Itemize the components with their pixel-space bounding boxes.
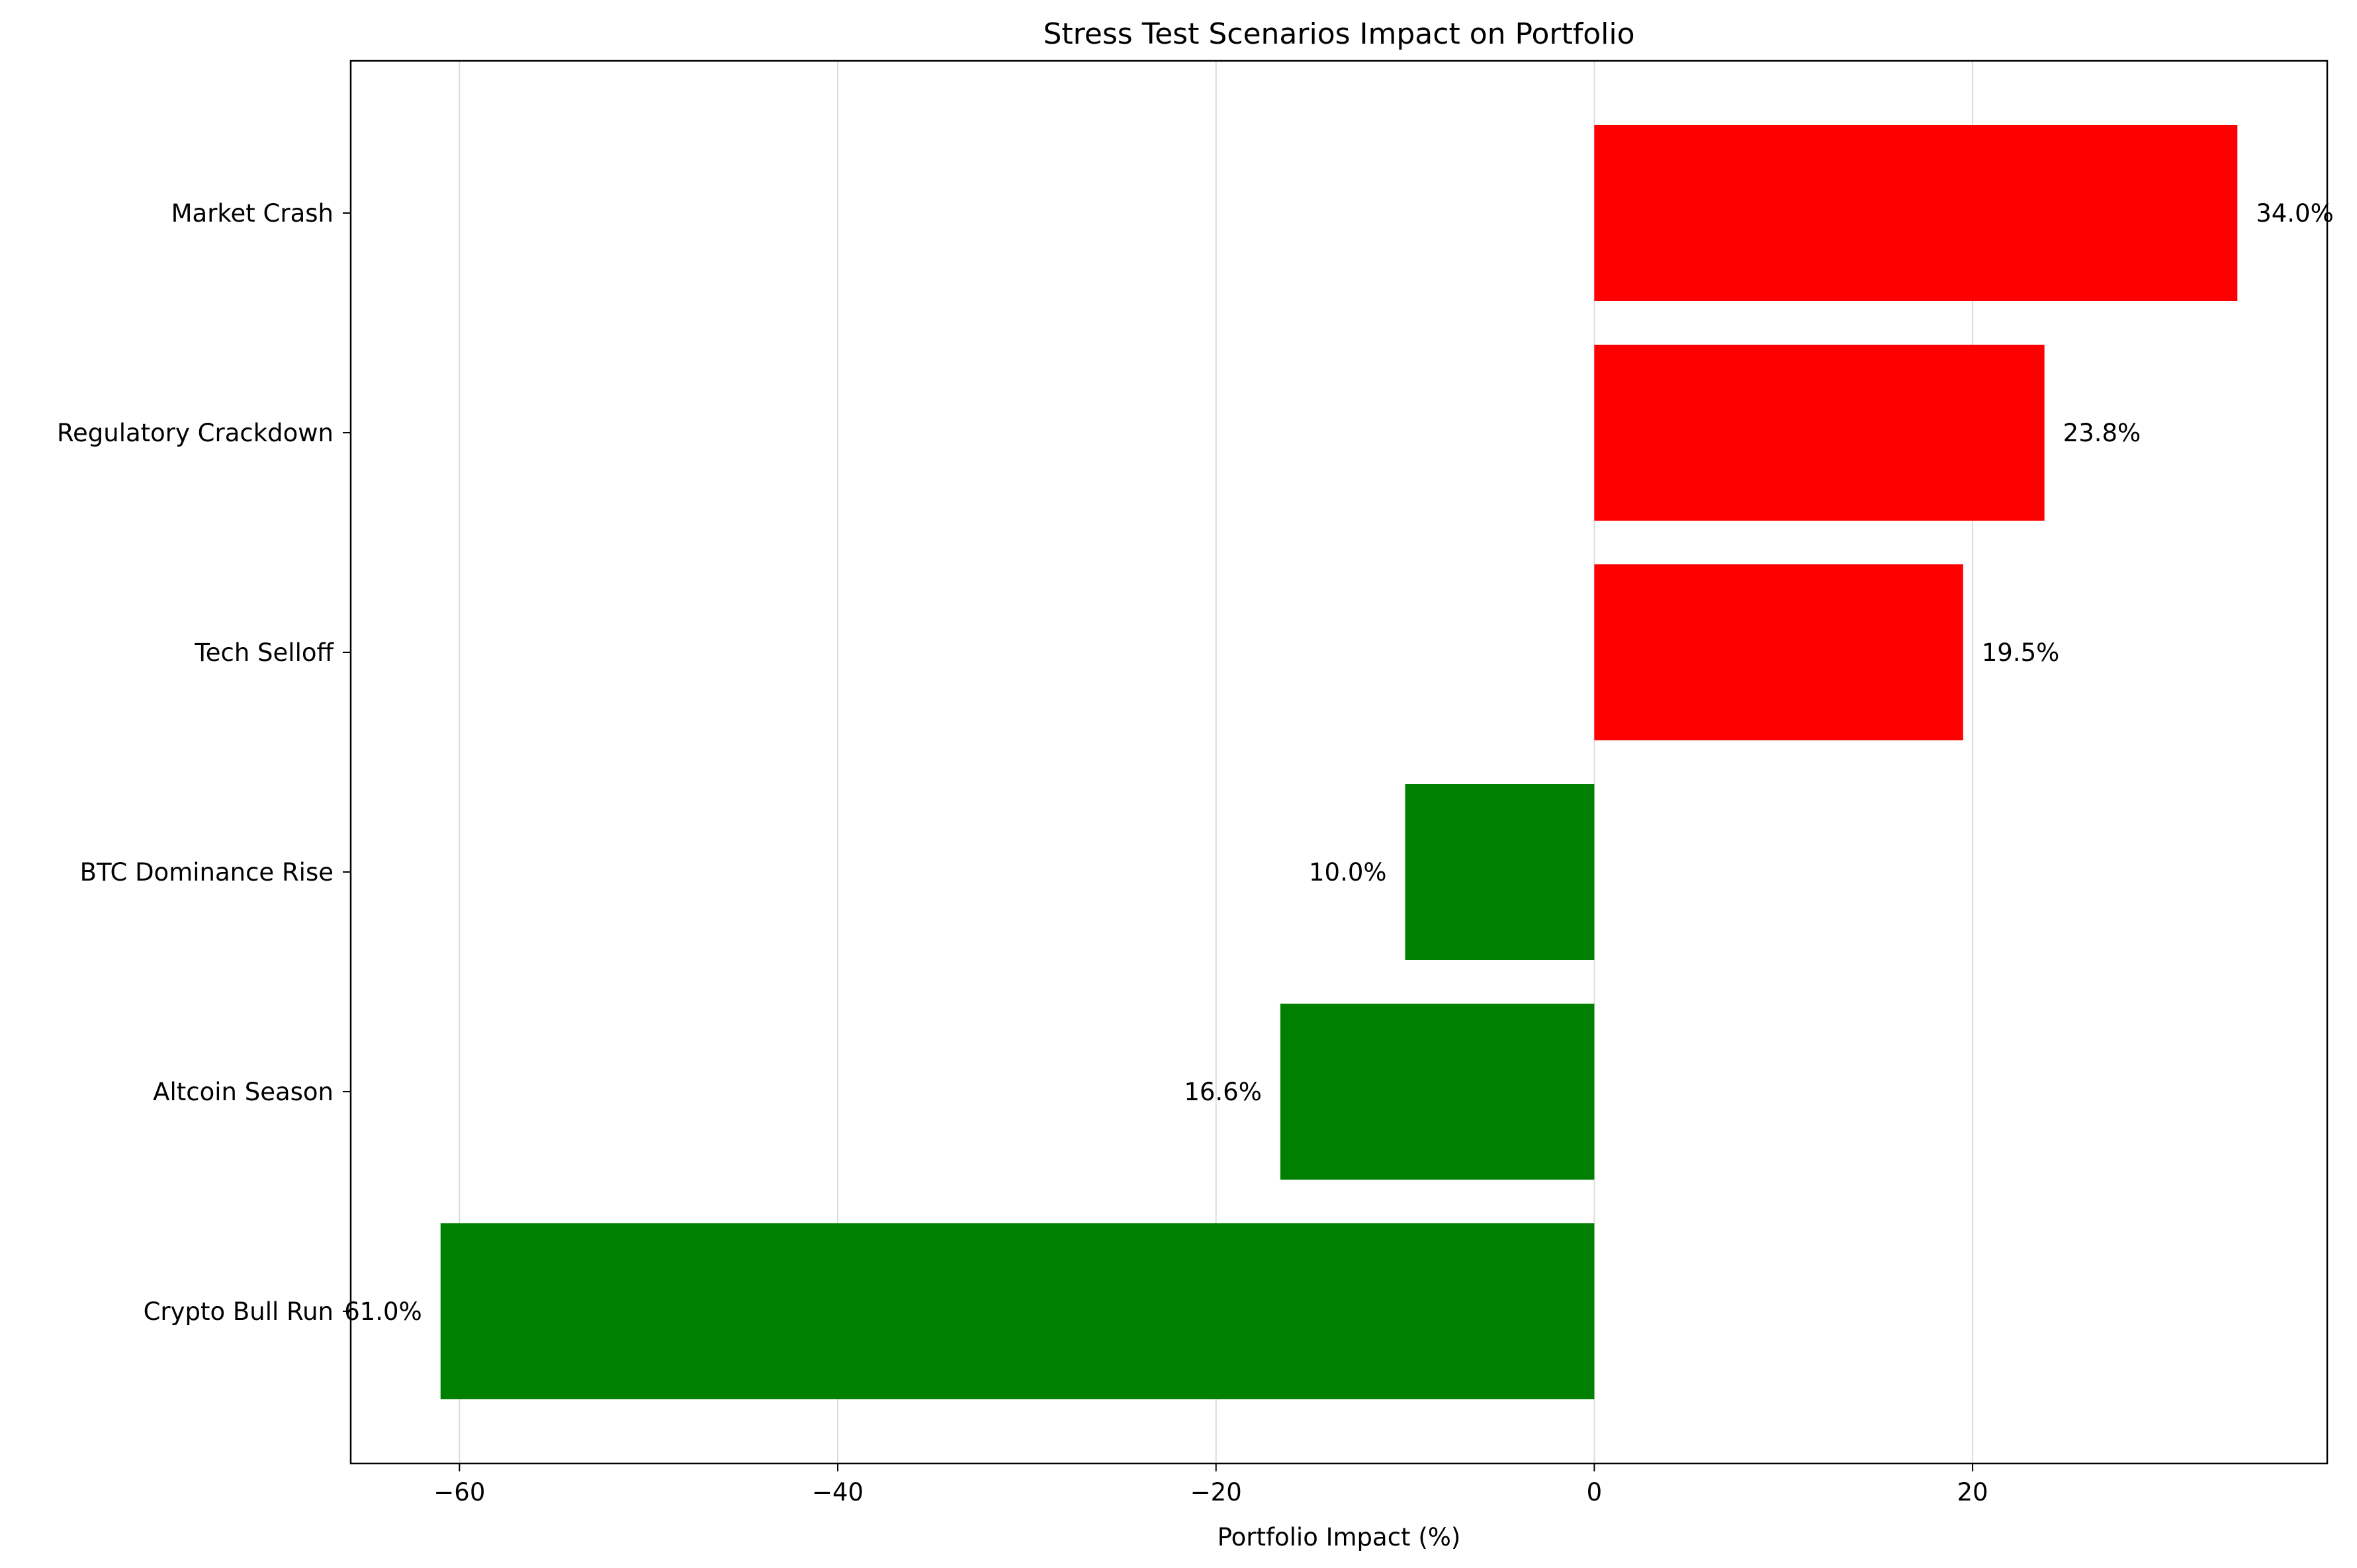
bar-value-label: 23.8%	[2063, 419, 2141, 447]
bar	[1594, 564, 1963, 740]
bar-value-label: 34.0%	[2256, 199, 2334, 228]
y-tick-label: Crypto Bull Run	[144, 1297, 334, 1326]
y-tick-label: Market Crash	[171, 199, 334, 228]
x-tick-label: −60	[433, 1478, 485, 1506]
plot-frame	[349, 60, 2329, 1465]
bar	[440, 1223, 1595, 1399]
x-tick-label: 0	[1587, 1478, 1603, 1506]
bar-value-label: 16.6%	[1184, 1078, 1262, 1106]
bar-value-label: 10.0%	[1309, 858, 1387, 887]
y-tick-label: Tech Selloff	[194, 638, 334, 667]
x-tick-label: 20	[1957, 1478, 1988, 1506]
bar	[1594, 125, 2238, 301]
y-axis-ticks: Market Crash Regulatory Crackdown Tech Sel…	[57, 199, 351, 1326]
bar-value-label: 19.5%	[1982, 638, 2060, 667]
x-tick-label: −40	[812, 1478, 864, 1506]
bars	[440, 125, 2238, 1399]
y-tick-label: Regulatory Crackdown	[57, 419, 334, 447]
x-axis-ticks: −60 −40 −20 0 20	[433, 1463, 1988, 1506]
x-axis-title: Portfolio Impact (%)	[1218, 1523, 1461, 1551]
y-tick-label: BTC Dominance Rise	[80, 858, 334, 887]
chart-title: Stress Test Scenarios Impact on Portfoli…	[1044, 17, 1635, 51]
x-tick-label: −20	[1190, 1478, 1242, 1506]
bar	[1280, 1004, 1595, 1180]
bar-value-labels: 34.0% 23.8% 19.5% 10.0% 16.6% 61.0%	[344, 199, 2334, 1326]
bar-value-label: 61.0%	[344, 1297, 422, 1326]
bar	[1594, 345, 2045, 521]
y-tick-label: Altcoin Season	[153, 1078, 334, 1106]
bar	[1405, 784, 1595, 960]
